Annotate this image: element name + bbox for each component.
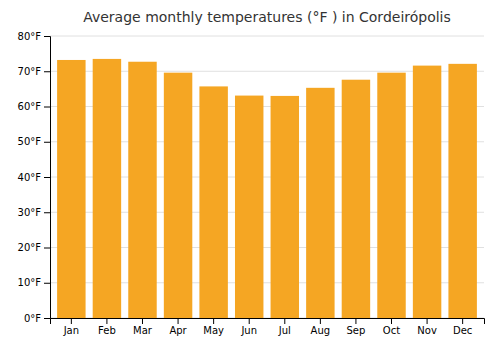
tick-label: 0°F [24, 313, 41, 324]
bar [128, 62, 156, 318]
tick: May [203, 318, 224, 336]
tick-label: Aug [311, 325, 331, 336]
tick-label: Jul [278, 325, 291, 336]
bar [235, 96, 263, 318]
bar [377, 73, 405, 318]
tick-mark [462, 318, 463, 324]
tick: Jan [63, 318, 79, 336]
tick-label: Nov [417, 325, 437, 336]
tick-label: May [203, 325, 224, 336]
tick: Nov [417, 318, 437, 336]
title: Average monthly temperatures (°F ) in Co… [83, 9, 451, 25]
tick-mark [178, 318, 179, 324]
tick-mark [320, 318, 321, 324]
bar [306, 88, 334, 318]
tick: 40°F [18, 172, 50, 183]
tick-label: 30°F [18, 207, 42, 218]
tick-label: Feb [98, 325, 116, 336]
chart: 0°F 10°F 20°F 30°F 40°F 50°F 60°F 70°F 80°F Jan Fe… [0, 0, 500, 350]
tick: 60°F [18, 101, 50, 112]
tick: Jul [278, 318, 291, 336]
grid-line [50, 36, 484, 37]
bar [342, 80, 370, 318]
tick: 20°F [18, 242, 50, 253]
x-axis: Jan Feb Mar Apr May Jun Jul Aug Sep Oct Nov Dec [51, 318, 485, 336]
tick-mark [44, 142, 50, 143]
tick-mark [44, 177, 50, 178]
tick-mark [44, 318, 50, 319]
plot: 0°F 10°F 20°F 30°F 40°F 50°F 60°F 70°F 80°F Jan Fe… [18, 31, 485, 336]
tick: 0°F [24, 313, 50, 324]
tick: 80°F [18, 31, 50, 42]
bar [271, 96, 299, 318]
tick-mark [213, 318, 214, 324]
tick-label: Dec [453, 325, 472, 336]
tick: 70°F [18, 66, 50, 77]
tick-label: Mar [133, 325, 153, 336]
tick: Sep [347, 318, 366, 336]
tick-mark [44, 107, 50, 108]
tick-label: Sep [347, 325, 366, 336]
tick-mark [142, 318, 143, 324]
tick-mark [44, 212, 50, 213]
tick-mark [44, 36, 50, 37]
tick-label: 50°F [18, 136, 42, 147]
tick-mark [44, 248, 50, 249]
tick: Jun [240, 318, 257, 336]
tick-mark [106, 318, 107, 324]
tick-label: Oct [383, 325, 400, 336]
tick: Oct [383, 318, 400, 336]
bar [164, 73, 192, 318]
tick-label: Apr [169, 325, 187, 336]
tick-label: 60°F [18, 101, 42, 112]
tick: Dec [453, 318, 472, 336]
y-axis: 0°F 10°F 20°F 30°F 40°F 50°F 60°F 70°F 80°F [18, 31, 51, 324]
tick-label: 10°F [18, 277, 42, 288]
tick-label: 80°F [18, 31, 42, 42]
tick: 50°F [18, 136, 50, 147]
bar [57, 60, 85, 318]
tick-mark [44, 71, 50, 72]
axis-line [51, 319, 485, 325]
tick-label: Jun [240, 325, 257, 336]
bar [448, 64, 476, 318]
grid [50, 36, 484, 318]
bar [93, 59, 121, 318]
tick-label: 70°F [18, 66, 42, 77]
bar [413, 66, 441, 318]
tick-mark [71, 318, 72, 324]
tick: Mar [133, 318, 153, 336]
tick: 30°F [18, 207, 50, 218]
tick: Apr [169, 318, 187, 336]
tick-label: 40°F [18, 172, 42, 183]
bars [57, 59, 477, 318]
tick-mark [391, 318, 392, 324]
tick-mark [284, 318, 285, 324]
tick: 10°F [18, 277, 50, 288]
tick-mark [355, 318, 356, 324]
tick-label: Jan [63, 325, 79, 336]
tick-mark [249, 318, 250, 324]
tick-mark [427, 318, 428, 324]
bar [199, 86, 227, 318]
tick-mark [44, 283, 50, 284]
axis-line [44, 37, 51, 319]
tick: Aug [311, 318, 331, 336]
tick: Feb [98, 318, 116, 336]
tick-label: 20°F [18, 242, 42, 253]
